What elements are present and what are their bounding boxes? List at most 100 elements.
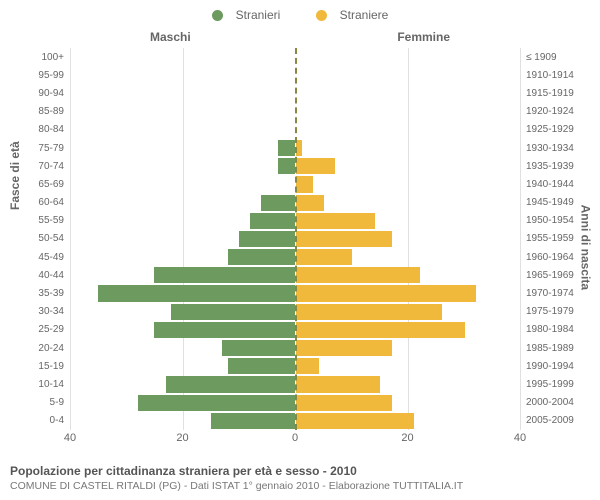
plot-area: 100+≤ 190995-991910-191490-941915-191985… (70, 48, 520, 430)
x-axis: 402002040 (70, 430, 520, 450)
male-bar (154, 322, 295, 338)
birth-year-label: 1920-1924 (526, 106, 574, 117)
female-half (295, 339, 520, 357)
birth-year-label: 2005-2009 (526, 415, 574, 426)
birth-year-label: 1955-1959 (526, 233, 574, 244)
male-bar (98, 285, 295, 301)
age-label: 65-69 (38, 179, 64, 190)
age-label: 20-24 (38, 343, 64, 354)
male-bar (261, 195, 295, 211)
x-tick: 20 (401, 432, 413, 444)
male-half (70, 48, 295, 66)
female-half (295, 230, 520, 248)
female-half (295, 84, 520, 102)
legend-item-male: Stranieri (204, 8, 289, 22)
age-label: 75-79 (38, 143, 64, 154)
male-bar (138, 395, 296, 411)
female-half (295, 212, 520, 230)
age-label: 0-4 (50, 415, 64, 426)
age-label: 15-19 (38, 361, 64, 372)
female-bar (296, 195, 324, 211)
male-half (70, 321, 295, 339)
center-line (295, 48, 297, 430)
male-bar (278, 140, 295, 156)
legend-swatch-female (316, 10, 327, 21)
female-half (295, 394, 520, 412)
birth-year-label: 1995-1999 (526, 379, 574, 390)
female-half (295, 375, 520, 393)
age-label: 10-14 (38, 379, 64, 390)
female-half (295, 266, 520, 284)
male-bar (171, 304, 295, 320)
y-axis-title-right: Anni di nascita (578, 205, 592, 290)
female-half (295, 284, 520, 302)
male-half (70, 230, 295, 248)
female-bar (296, 395, 392, 411)
legend: Stranieri Straniere (0, 8, 600, 24)
female-half (295, 357, 520, 375)
female-side-title: Femmine (397, 30, 450, 44)
male-half (70, 175, 295, 193)
male-half (70, 303, 295, 321)
male-bar (166, 376, 295, 392)
male-half (70, 266, 295, 284)
population-pyramid-chart: Stranieri Straniere Maschi Femmine Fasce… (0, 0, 600, 500)
female-bar (296, 376, 380, 392)
birth-year-label: 1985-1989 (526, 343, 574, 354)
age-label: 55-59 (38, 215, 64, 226)
female-half (295, 48, 520, 66)
age-label: 5-9 (50, 397, 64, 408)
age-label: 60-64 (38, 197, 64, 208)
male-side-title: Maschi (150, 30, 191, 44)
birth-year-label: 1950-1954 (526, 215, 574, 226)
birth-year-label: 1925-1929 (526, 124, 574, 135)
x-tick: 40 (514, 432, 526, 444)
male-bar (250, 213, 295, 229)
female-bar (296, 358, 319, 374)
male-half (70, 66, 295, 84)
male-bar (154, 267, 295, 283)
age-label: 30-34 (38, 306, 64, 317)
birth-year-label: 1980-1984 (526, 324, 574, 335)
female-bar (296, 231, 392, 247)
age-label: 40-44 (38, 270, 64, 281)
female-half (295, 66, 520, 84)
birth-year-label: 1935-1939 (526, 161, 574, 172)
birth-year-label: 1945-1949 (526, 197, 574, 208)
male-bar (228, 249, 296, 265)
male-half (70, 139, 295, 157)
female-bar (296, 304, 442, 320)
male-half (70, 375, 295, 393)
legend-label-female: Straniere (340, 8, 389, 22)
age-label: 90-94 (38, 88, 64, 99)
legend-swatch-male (212, 10, 223, 21)
female-half (295, 412, 520, 430)
age-label: 70-74 (38, 161, 64, 172)
female-half (295, 157, 520, 175)
age-label: 80-84 (38, 124, 64, 135)
male-half (70, 121, 295, 139)
male-half (70, 157, 295, 175)
birth-year-label: 1930-1934 (526, 143, 574, 154)
male-half (70, 357, 295, 375)
birth-year-label: 2000-2004 (526, 397, 574, 408)
age-label: 45-49 (38, 252, 64, 263)
female-bar (296, 213, 375, 229)
male-bar (211, 413, 295, 429)
female-half (295, 175, 520, 193)
female-bar (296, 158, 335, 174)
age-label: 95-99 (38, 70, 64, 81)
birth-year-label: 1915-1919 (526, 88, 574, 99)
legend-item-female: Straniere (308, 8, 397, 22)
age-label: 85-89 (38, 106, 64, 117)
age-label: 100+ (41, 52, 64, 63)
female-half (295, 103, 520, 121)
female-bar (296, 176, 313, 192)
female-bar (296, 249, 352, 265)
birth-year-label: 1940-1944 (526, 179, 574, 190)
x-tick: 0 (292, 432, 298, 444)
female-bar (296, 285, 476, 301)
male-half (70, 84, 295, 102)
male-half (70, 248, 295, 266)
birth-year-label: 1960-1964 (526, 252, 574, 263)
